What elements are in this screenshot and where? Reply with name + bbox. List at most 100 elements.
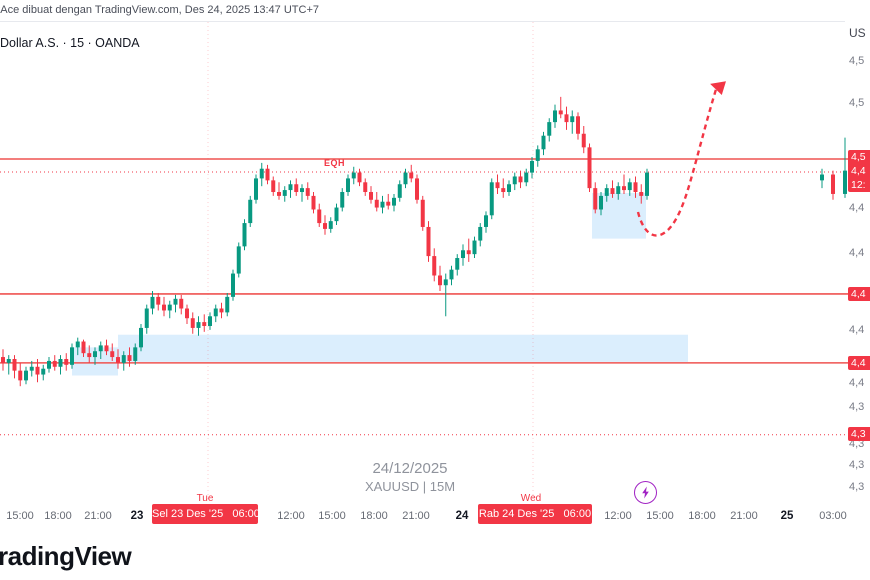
session-date-badge: Rab 24 Des '25 06:00 [478,504,592,524]
candle-body [271,180,276,193]
time-tick-label: 23 [130,510,144,522]
candle-body [98,345,103,352]
candle-body [570,116,575,123]
candle-body [259,168,264,179]
candle-body [553,110,557,123]
candle-body [443,279,448,286]
symbol-title: Dollar A.S. · 15 · OANDA [0,36,140,50]
candle-body [213,308,218,317]
candle-body [328,221,333,229]
candle-body [535,149,540,161]
horizontal-price-lines[interactable] [0,158,870,436]
candle-body [12,359,17,371]
lightning-bolt-icon [642,486,649,499]
candle-body [403,172,408,185]
candle-body [236,246,241,274]
price-tick-label: 4,4 [849,377,865,389]
time-tick-label: 12:00 [277,510,305,522]
price-tick-label: 4,3 [849,459,865,471]
candle-body [484,215,488,227]
economic-event-icon[interactable] [634,481,657,504]
candle-body [461,250,465,259]
candle-body [622,186,626,191]
day-change-tag: Wed [520,493,542,504]
candle-body [93,351,97,358]
candle-body [219,308,224,313]
candle-body [426,226,431,257]
price-tick-label: 4,4 [849,247,865,259]
eqh-annotation-label[interactable]: EQH [324,158,346,168]
candle-body [18,370,23,381]
candle-body [254,178,258,200]
time-tick-label: 03:00 [819,510,847,522]
current-price-label: 4,5 4,4 12: [848,150,870,192]
candle-body [133,347,138,361]
zone-box[interactable] [118,334,688,362]
price-tick-label: 4,4 [849,324,865,336]
time-tick-label: 15:00 [318,510,346,522]
candle-body [47,360,51,369]
candle-body [564,114,569,123]
price-box-row: 12: [851,179,866,191]
candle-body [415,178,419,200]
candle-body [346,178,350,193]
session-date-badge: Sel 23 Des '25 06:00 [152,504,260,524]
candle-body [843,170,847,194]
candle-body [185,308,189,319]
time-tick-label: 21:00 [84,510,112,522]
candle-body [489,182,494,216]
candle-body [409,172,414,179]
session-separator-lines [207,22,534,502]
candle-body [340,192,345,208]
price-axis-currency-label[interactable]: US [849,26,866,40]
candle-body [225,296,230,313]
price-tick-label: 4,3 [849,481,865,493]
candle-body [265,168,270,181]
time-tick-label: 21:00 [730,510,758,522]
candle-body [478,226,483,241]
candle-body [58,359,63,367]
candle-body [121,355,126,363]
candle-body [507,184,511,193]
candle-body [599,195,603,210]
candle-body [139,327,143,348]
candle-body [616,186,621,194]
candle-body [581,133,586,148]
candle-body [162,304,166,311]
candle-body [167,304,172,311]
candle-body [438,275,442,286]
candle-body [472,240,477,255]
candle-body [357,172,362,183]
candle-body [300,188,304,193]
candle-body [29,366,34,371]
candle-body [558,110,563,115]
candle-body [518,176,523,183]
time-tick-label: 18:00 [688,510,716,522]
candle-body [587,147,592,189]
candle-body [369,192,373,200]
candle-body [150,296,155,309]
candle-body [144,308,149,328]
candle-body [351,172,356,179]
candle-body [208,316,212,326]
price-box-row: 4,5 [851,151,866,163]
projection-arrow[interactable] [636,81,726,237]
candle-body [52,360,57,367]
level-price-label: 4,4 [848,287,870,301]
candle-body [64,359,69,365]
candle-body [1,357,5,363]
candle-body [397,184,402,198]
candle-body [495,182,500,189]
candle-body [639,192,644,196]
candle-body [466,250,471,255]
candle-body [512,176,517,185]
candle-body [831,174,835,194]
candle-body [104,345,109,352]
candle-body [248,199,253,224]
candle-body [179,298,184,309]
watermark-date: 24/12/2025 [372,460,448,477]
tradingview-logo[interactable]: radingView [0,541,132,571]
candle-body [288,184,293,191]
candle-body [420,199,425,227]
